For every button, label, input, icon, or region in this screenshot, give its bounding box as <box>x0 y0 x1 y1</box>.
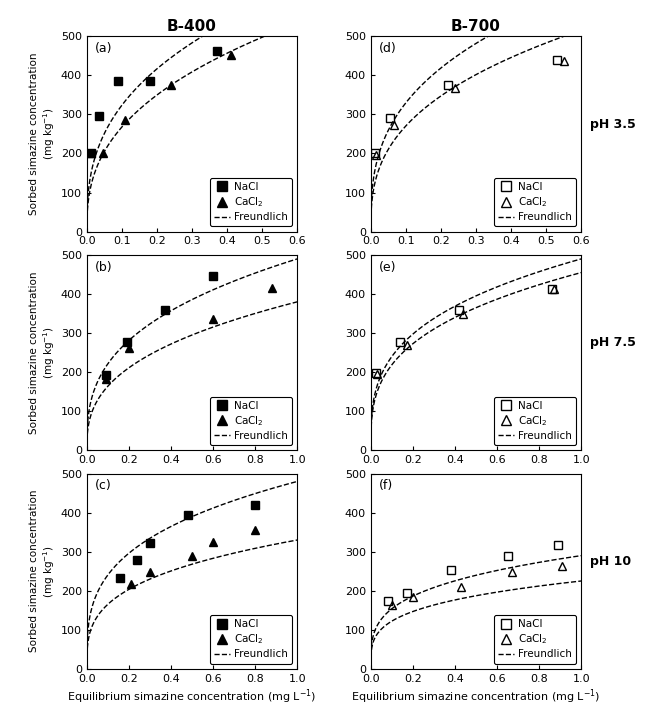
Text: (e): (e) <box>379 261 397 274</box>
X-axis label: Equilibrium simazine concentration (mg L$^{-1}$): Equilibrium simazine concentration (mg L… <box>351 688 601 707</box>
Y-axis label: Sorbed simazine concentration
(mg kg$^{-1}$): Sorbed simazine concentration (mg kg$^{-… <box>29 490 57 653</box>
Legend: NaCl, CaCl$_2$, Freundlich: NaCl, CaCl$_2$, Freundlich <box>210 178 292 226</box>
Title: B-700: B-700 <box>451 19 501 33</box>
Text: (f): (f) <box>379 480 393 492</box>
Legend: NaCl, CaCl$_2$, Freundlich: NaCl, CaCl$_2$, Freundlich <box>494 397 576 445</box>
X-axis label: Equilibrium simazine concentration (mg L$^{-1}$): Equilibrium simazine concentration (mg L… <box>67 688 317 707</box>
Text: pH 10: pH 10 <box>590 555 631 568</box>
Legend: NaCl, CaCl$_2$, Freundlich: NaCl, CaCl$_2$, Freundlich <box>210 397 292 445</box>
Y-axis label: Sorbed simazine concentration
(mg kg$^{-1}$): Sorbed simazine concentration (mg kg$^{-… <box>29 52 57 215</box>
Text: (b): (b) <box>96 261 113 274</box>
Legend: NaCl, CaCl$_2$, Freundlich: NaCl, CaCl$_2$, Freundlich <box>210 615 292 664</box>
Y-axis label: Sorbed simazine concentration
(mg kg$^{-1}$): Sorbed simazine concentration (mg kg$^{-… <box>29 271 57 434</box>
Text: pH 7.5: pH 7.5 <box>590 337 635 350</box>
Text: (d): (d) <box>379 42 397 55</box>
Legend: NaCl, CaCl$_2$, Freundlich: NaCl, CaCl$_2$, Freundlich <box>494 615 576 664</box>
Title: B-400: B-400 <box>167 19 217 33</box>
Text: pH 3.5: pH 3.5 <box>590 118 635 131</box>
Text: (c): (c) <box>96 480 112 492</box>
Text: (a): (a) <box>96 42 113 55</box>
Legend: NaCl, CaCl$_2$, Freundlich: NaCl, CaCl$_2$, Freundlich <box>494 178 576 226</box>
